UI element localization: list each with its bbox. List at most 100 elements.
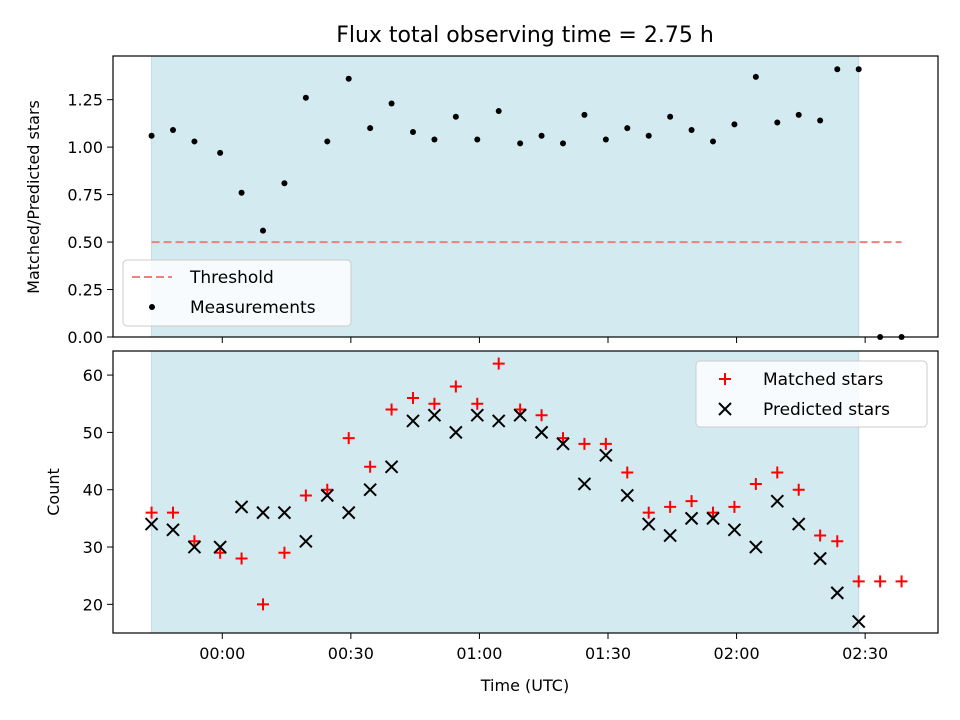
- bottom-legend: Matched stars Predicted stars: [695, 360, 928, 428]
- measurement-point: [774, 119, 781, 126]
- matched-star-marker: [385, 403, 398, 416]
- predicted-star-marker: [449, 425, 463, 440]
- matched-star-marker: [321, 483, 334, 496]
- top-axes-frame: [112, 55, 939, 338]
- bottom-y-axis-label: Count: [44, 468, 63, 516]
- matched-star-marker: [299, 489, 312, 502]
- measurement-point: [474, 136, 481, 143]
- measurement-point: [710, 138, 716, 145]
- matched-star-marker: [535, 409, 548, 422]
- predicted-star-marker: [556, 437, 570, 451]
- matched-star-marker: [728, 500, 741, 513]
- predicted-star-marker: [599, 448, 613, 463]
- matched-star-marker: [364, 460, 377, 473]
- count-panel: 20 30 40 50 60 00:00 00:30 01:00 01:30 02:00 02:30…: [83, 350, 939, 663]
- matched-star-marker: [557, 432, 569, 445]
- bottom-x-tick-label: 01:30: [585, 644, 631, 663]
- predicted-star-marker: [749, 540, 763, 554]
- measurement-point: [217, 149, 224, 156]
- measurement-point: [688, 127, 695, 134]
- bottom-y-tick-label: 50: [83, 423, 103, 442]
- top-y-axis-label: Matched/Predicted stars: [24, 100, 43, 294]
- bottom-axes-frame: [112, 350, 939, 634]
- measurement-point: [452, 113, 459, 120]
- predicted-star-marker: [684, 511, 699, 526]
- matched-star-marker: [471, 397, 484, 410]
- matched-star-marker: [145, 506, 158, 519]
- measurement-point: [410, 128, 416, 135]
- matched-star-marker: [578, 437, 591, 450]
- matched-star-marker: [278, 546, 291, 559]
- measurement-point: [367, 125, 374, 132]
- predicted-star-marker: [577, 477, 592, 491]
- measurement-point: [795, 111, 802, 118]
- predicted-star-marker: [213, 540, 227, 554]
- measurement-point: [538, 132, 545, 139]
- predicted-star-marker: [256, 505, 270, 520]
- matched-star-marker: [814, 529, 827, 542]
- predicted-star-marker: [792, 517, 806, 531]
- measurement-point: [834, 66, 841, 73]
- predicted-star-marker: [427, 408, 442, 422]
- predicted-star-marker: [642, 517, 656, 531]
- top-y-tick-label: 1.25: [67, 91, 103, 110]
- matched-star-marker: [852, 575, 865, 588]
- predicted-star-marker: [187, 540, 202, 554]
- predicted-star-marker: [727, 523, 742, 537]
- predicted-star-marker: [166, 523, 180, 537]
- matched-star-marker: [449, 380, 462, 393]
- bottom-x-tick-label: 00:00: [199, 644, 245, 663]
- matched-star-marker: [235, 552, 248, 565]
- bottom-x-tick-label: 00:30: [328, 644, 374, 663]
- measurement-point: [667, 113, 674, 120]
- measurement-point: [388, 100, 395, 107]
- predicted-star-marker: [406, 414, 420, 428]
- top-y-tick-label: 0.50: [67, 233, 103, 252]
- matched-star-marker: [749, 477, 762, 490]
- measurement-point: [624, 125, 631, 132]
- predicted-star-marker: [706, 511, 720, 526]
- legend-predicted-swatch: [718, 402, 732, 416]
- measurement-point: [602, 136, 609, 143]
- top-y-tick-label: 0.25: [67, 281, 103, 300]
- measurement-point: [855, 66, 862, 73]
- top-legend-box: [122, 259, 352, 327]
- measurement-point: [281, 180, 288, 187]
- predicted-star-marker: [492, 414, 506, 428]
- top-y-tick-label: 1.00: [67, 138, 103, 157]
- predicted-star-marker: [470, 408, 484, 422]
- predicted-star-marker: [813, 551, 827, 566]
- bottom-x-tick-label: 02:00: [714, 644, 760, 663]
- legend-measurement-label: Measurements: [190, 298, 316, 318]
- predicted-star-marker: [620, 488, 634, 503]
- measurement-point: [752, 73, 759, 80]
- measurement-point: [731, 121, 738, 128]
- matched-star-marker: [257, 598, 269, 611]
- matched-star-marker: [621, 466, 634, 479]
- predicted-star-marker: [363, 482, 377, 497]
- bottom-legend-box: [695, 360, 928, 428]
- legend-matched-label: Matched stars: [763, 370, 883, 390]
- matched-star-marker: [792, 483, 805, 496]
- top-y-tick-label: 0.00: [67, 328, 103, 347]
- legend-matched-swatch: [719, 373, 731, 385]
- legend-threshold-label: Threshold: [189, 268, 274, 288]
- matched-star-marker: [707, 506, 719, 519]
- predicted-star-marker: [384, 460, 399, 474]
- legend-measurement-swatch: [149, 304, 155, 310]
- ratio-panel: 0.00 0.25 0.50 0.75 1.00 1.25 Threshold Measure…: [67, 55, 939, 347]
- predicted-star-marker: [320, 488, 334, 503]
- predicted-star-marker: [144, 517, 159, 531]
- matched-star-marker: [428, 397, 441, 410]
- x-axis-label: Time (UTC): [480, 676, 569, 695]
- top-legend: Threshold Measurements: [122, 259, 352, 327]
- measurement-point: [260, 227, 266, 234]
- matched-star-marker: [642, 506, 655, 519]
- measurement-point: [560, 140, 566, 147]
- predicted-star-marker: [234, 500, 249, 514]
- measurement-point: [345, 75, 352, 82]
- measurement-point: [170, 127, 176, 134]
- measurement-point: [191, 138, 198, 145]
- measurement-point: [581, 111, 588, 118]
- matched-star-marker: [664, 500, 677, 513]
